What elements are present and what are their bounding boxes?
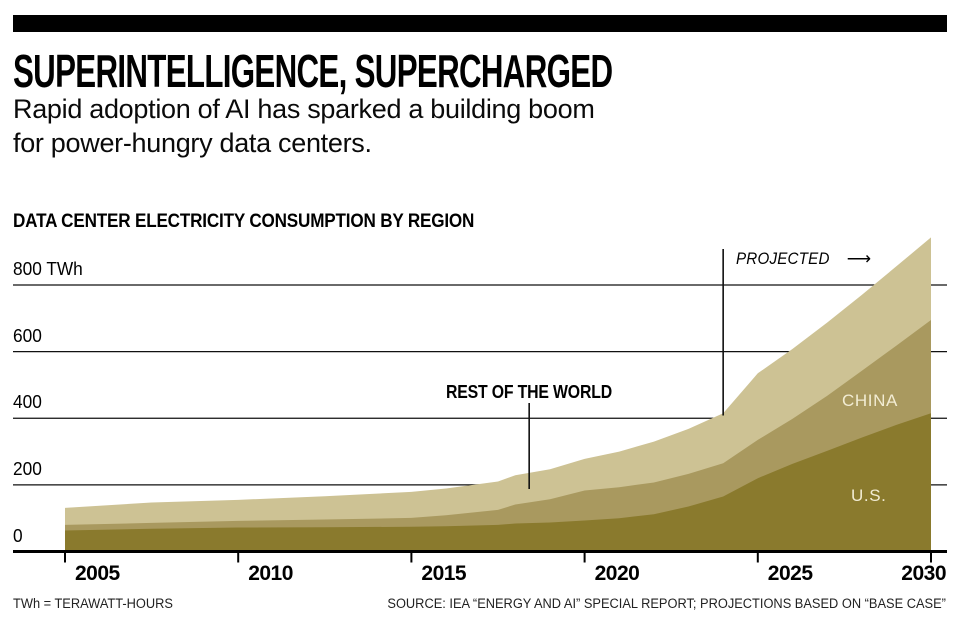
projected-annotation: PROJECTED ⟶ bbox=[736, 248, 872, 269]
y-axis-label-0: 0 bbox=[13, 525, 23, 546]
x-axis-label-2020: 2020 bbox=[594, 562, 640, 585]
x-axis-label-2030: 2030 bbox=[901, 562, 946, 585]
y-axis-label-400: 400 bbox=[13, 392, 42, 413]
x-axis-label-2025: 2025 bbox=[767, 562, 813, 585]
us-series-label: U.S. bbox=[851, 486, 887, 505]
china-series-label: CHINA bbox=[842, 391, 898, 410]
right-arrow-icon: ⟶ bbox=[846, 248, 872, 268]
page-subtitle-line2: for power-hungry data centers. bbox=[13, 128, 372, 158]
page-subtitle-line1: Rapid adoption of AI has sparked a build… bbox=[13, 94, 595, 124]
x-axis-label-2010: 2010 bbox=[248, 562, 293, 585]
chart-section-title: DATA CENTER ELECTRICITY CONSUMPTION BY R… bbox=[13, 211, 475, 232]
x-axis-label-2015: 2015 bbox=[421, 562, 467, 585]
area-china bbox=[65, 320, 931, 552]
y-axis-label-200: 200 bbox=[13, 458, 42, 479]
rest-of-world-label: REST OF THE WORLD bbox=[446, 382, 612, 402]
y-axis-label-800: 800 TWh bbox=[13, 259, 83, 279]
x-axis-label-2005: 2005 bbox=[75, 562, 120, 585]
area-us bbox=[65, 413, 931, 552]
source-credit: SOURCE: IEA “ENERGY AND AI” SPECIAL REPO… bbox=[387, 596, 946, 611]
masthead-bar bbox=[13, 15, 947, 32]
y-axis-label-600: 600 bbox=[13, 325, 42, 346]
page-title: SUPERINTELLIGENCE, SUPERCHARGED bbox=[13, 45, 613, 97]
projected-label: PROJECTED bbox=[736, 250, 830, 268]
units-footnote: TWh = TERAWATT-HOURS bbox=[13, 596, 173, 611]
